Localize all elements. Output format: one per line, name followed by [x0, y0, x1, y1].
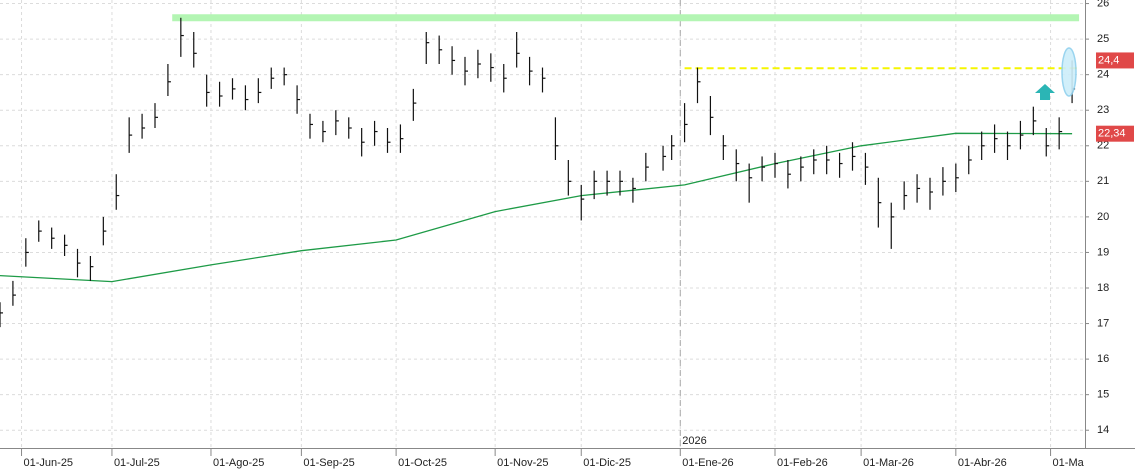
x-tick-label: 01-Ma [1053, 457, 1085, 469]
price-label-box [1096, 52, 1134, 69]
y-tick-label: 25 [1097, 33, 1109, 45]
y-tick-label: 21 [1097, 175, 1109, 187]
x-tick-label: 01-Sep-25 [303, 457, 354, 469]
y-tick-label: 23 [1097, 104, 1109, 116]
x-tick-label: 01-Nov-25 [497, 457, 548, 469]
year-label: 2026 [682, 435, 706, 447]
x-tick-label: 01-Oct-25 [398, 457, 447, 469]
y-tick-label: 20 [1097, 211, 1109, 223]
y-tick-label: 18 [1097, 282, 1109, 294]
y-tick-label: 19 [1097, 246, 1109, 258]
x-tick-label: 01-Jun-25 [24, 457, 74, 469]
x-tick-label: 01-Jul-25 [114, 457, 160, 469]
y-tick-label: 24 [1097, 69, 1109, 81]
y-tick-label: 14 [1097, 424, 1109, 436]
moving-average [0, 132, 1073, 283]
price-label-box [1096, 125, 1134, 142]
x-tick-label: 01-Feb-26 [777, 457, 828, 469]
up-arrow-annotation [1035, 84, 1055, 100]
y-tick-label: 22 [1097, 140, 1109, 152]
price-label: 24,4 [1098, 54, 1119, 66]
axes: 14 15 16 17 18 19 20 21 22 23 24 25 26 01-Jun-25 01-Ju… [21, 0, 1134, 469]
x-tick-label: 01-Mar-26 [863, 457, 914, 469]
x-tick-label: 01-Ago-25 [213, 457, 264, 469]
y-tick-label: 16 [1097, 353, 1109, 365]
x-tick-label: 01-Abr-26 [958, 457, 1007, 469]
price-label: 22,34 [1098, 128, 1126, 140]
plot [0, 14, 1080, 328]
y-tick-label: 17 [1097, 317, 1109, 329]
x-tick-label: 01-Dic-25 [583, 457, 631, 469]
x-tick-label: 01-Ene-26 [682, 457, 733, 469]
y-tick-label: 15 [1097, 389, 1109, 401]
highlight-ellipse [1061, 47, 1077, 97]
y-tick-label: 26 [1097, 0, 1109, 9]
grid [0, 0, 1085, 448]
